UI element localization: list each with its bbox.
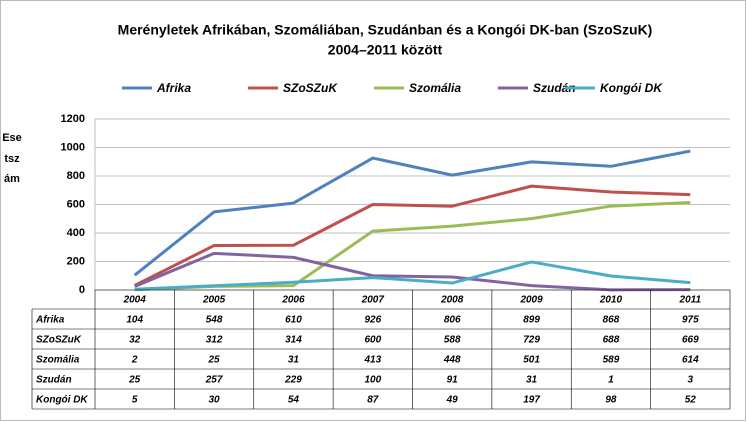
chart-title: Merényletek Afrikában, Szomáliában, Szud… [118,22,653,38]
table-cell: 588 [444,335,461,346]
table-cell: 806 [444,315,461,326]
legend-label: Szomália [409,81,461,95]
table-cell: 104 [126,315,143,326]
x-tick-label: 2004 [123,295,147,306]
table-row-label: Szudán [36,375,72,386]
table-cell: 548 [206,315,223,326]
table-cell: 197 [523,395,540,406]
series-line [133,149,691,277]
legend-label: SZoSZuK [283,81,338,95]
table-cell: 98 [605,395,617,406]
y-tick-label: 1200 [61,113,85,125]
y-tick-label: 0 [79,284,85,296]
table-cell: 688 [603,335,620,346]
table-row-label: Afrika [35,315,65,326]
table-cell: 448 [443,355,461,366]
table-cell: 100 [364,375,381,386]
table-cell: 868 [603,315,620,326]
table-cell: 501 [523,355,540,366]
legend-label: Afrika [156,81,191,95]
y-tick-label: 200 [67,255,85,267]
x-tick-label: 2005 [202,295,226,306]
table-cell: 314 [285,335,302,346]
table-cell: 413 [363,355,381,366]
series-line [134,251,691,292]
table-cell: 926 [364,315,381,326]
table-cell: 610 [285,315,302,326]
table-cell: 1 [608,375,614,386]
table-cell: 25 [128,375,141,386]
table-cell: 669 [682,335,699,346]
table-cell: 589 [603,355,620,366]
y-tick-label: 1000 [61,141,85,153]
table-cell: 31 [288,355,300,366]
table-cell: 229 [284,375,302,386]
x-tick-label: 2007 [361,295,385,306]
table-cell: 32 [129,335,141,346]
table-cell: 257 [205,375,223,386]
table-cell: 5 [132,395,138,406]
table-cell: 312 [206,335,223,346]
table-cell: 3 [688,375,694,386]
table-row-label: SZoSZuK [36,335,82,346]
chart-title: 2004–2011 között [328,42,443,58]
y-axis-label: Esetszám [2,132,22,185]
y-tick-label: 400 [67,227,85,239]
table-cell: 2 [131,355,138,366]
table-cell: 87 [367,395,379,406]
table-cell: 54 [288,395,300,406]
table-cell: 975 [682,315,699,326]
table-cell: 49 [446,395,459,406]
table-cell: 52 [685,395,697,406]
series-line [134,260,691,291]
x-tick-label: 2010 [599,295,623,306]
table-cell: 899 [523,315,540,326]
x-tick-label: 2008 [440,295,464,306]
x-tick-label: 2011 [679,295,702,306]
legend-label: Szudán [533,81,576,95]
table-cell: 600 [364,335,381,346]
x-tick-label: 2009 [519,295,543,306]
table-row-label: Szomália [36,355,80,366]
legend-label: Kongói DK [600,81,663,95]
series-line [134,184,691,287]
y-tick-label: 600 [67,198,85,210]
x-tick-label: 2006 [281,295,305,306]
table-cell: 614 [682,355,699,366]
table-row-label: Kongói DK [36,395,88,406]
table-cell: 25 [208,355,221,366]
y-tick-label: 800 [67,170,85,182]
table-cell: 30 [209,395,221,406]
table-cell: 31 [526,375,538,386]
table-cell: 729 [523,335,540,346]
table-cell: 91 [447,375,459,386]
